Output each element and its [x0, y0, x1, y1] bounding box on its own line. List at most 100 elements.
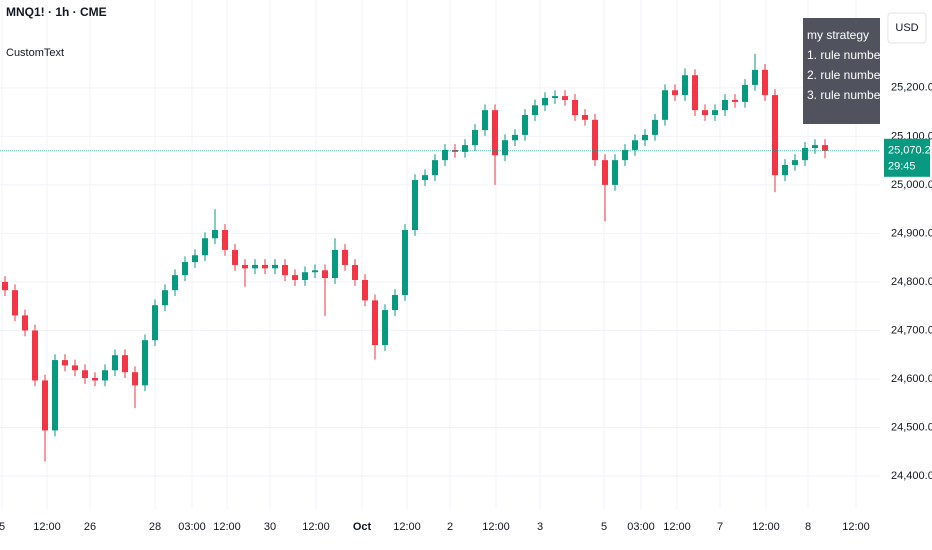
candle-body [392, 295, 398, 311]
chart-title: MNQ1! · 1h · CME [6, 5, 107, 19]
candle-body [502, 140, 508, 156]
candle-body [622, 149, 628, 161]
candle-body [462, 145, 468, 152]
note-line: 3. rule number 3 [807, 88, 895, 102]
y-tick-label: 25,000.00 [891, 179, 932, 191]
candle-body [712, 110, 718, 116]
candle-body [352, 264, 358, 280]
x-tick-label: 2 [447, 521, 453, 533]
x-tick-label: 30 [264, 521, 276, 533]
candle-body [642, 134, 648, 141]
x-tick-label: 5 [0, 521, 5, 533]
x-tick-label: 7 [717, 521, 723, 533]
candle-body [682, 75, 688, 96]
y-tick-label: 24,700.00 [891, 324, 932, 336]
candle-body [102, 370, 108, 381]
candle-body [142, 340, 148, 386]
candle-body [632, 140, 638, 150]
candle-body [532, 105, 538, 116]
candle-body [262, 264, 268, 269]
y-tick-label: 25,200.00 [891, 82, 932, 94]
candle-body [82, 370, 88, 379]
candle-body [232, 249, 238, 265]
candle-body [782, 164, 788, 176]
indicator-label: CustomText [6, 47, 64, 59]
candle-body [202, 238, 208, 256]
x-tick-label: 12:00 [752, 521, 780, 533]
candle-body [442, 149, 448, 161]
y-tick-label: 24,800.00 [891, 276, 932, 288]
candle-body [302, 272, 308, 280]
x-tick-label: 12:00 [393, 521, 421, 533]
x-tick-label: 8 [805, 521, 811, 533]
candle-body [162, 290, 168, 306]
price-tag-label: 25,070.25 [888, 145, 932, 157]
candle-body [552, 96, 558, 99]
candle-body [322, 270, 328, 279]
candle-body [762, 69, 768, 96]
candle-body [432, 160, 438, 176]
candle-body [282, 264, 288, 276]
candle-body [482, 110, 488, 131]
candle-body [542, 98, 548, 106]
candle-body [222, 230, 228, 250]
x-tick-label: 3 [537, 521, 543, 533]
candle-body [612, 160, 618, 185]
y-tick-label: 24,600.00 [891, 373, 932, 385]
candle-body [492, 110, 498, 156]
candle-body [12, 290, 18, 316]
x-tick-label: 28 [149, 521, 161, 533]
candle-body [382, 310, 388, 346]
candle-body [342, 249, 348, 265]
candle-body [582, 115, 588, 120]
note-line: 2. rule number 2 [807, 68, 895, 82]
x-tick-label: 03:00 [178, 521, 206, 533]
candle-body [212, 230, 218, 239]
candle-body [812, 145, 818, 149]
candle-body [452, 149, 458, 152]
x-tick-label: 12:00 [302, 521, 330, 533]
candle-body [292, 275, 298, 280]
x-tick-label: 03:00 [627, 521, 655, 533]
x-tick-label: 12:00 [213, 521, 241, 533]
y-tick-label: 24,900.00 [891, 227, 932, 239]
x-tick-label: 5 [601, 521, 607, 533]
candle-body [512, 134, 518, 141]
candle-body [592, 119, 598, 161]
candle-body [692, 75, 698, 111]
candle-body [172, 275, 178, 291]
candle-body [72, 365, 78, 371]
candle-body [112, 355, 118, 371]
candle-body [412, 180, 418, 231]
candle-body [92, 378, 98, 381]
candle-body [602, 160, 608, 185]
candle-body [802, 148, 808, 161]
candle-body [522, 115, 528, 135]
candle-body [742, 84, 748, 102]
candle-body [332, 249, 338, 279]
y-tick-label: 24,500.00 [891, 421, 932, 433]
candle-body [472, 130, 478, 146]
candle-body [42, 380, 48, 431]
candle-body [242, 264, 248, 269]
countdown-label: 29:45 [888, 161, 916, 173]
x-tick-label: 12:00 [663, 521, 691, 533]
candle-body [362, 279, 368, 301]
y-tick-label: 24,400.00 [891, 470, 932, 482]
x-tick-label: 26 [84, 521, 96, 533]
candle-body [52, 360, 58, 431]
candle-body [122, 355, 128, 373]
candle-body [652, 119, 658, 135]
note-line: my strategy [807, 28, 869, 42]
candle-body [702, 110, 708, 116]
candle-body [672, 90, 678, 96]
currency-label[interactable]: USD [895, 22, 918, 34]
currency-button[interactable] [887, 12, 927, 44]
note-box [803, 18, 880, 124]
candle-body [562, 96, 568, 100]
candle-body [192, 255, 198, 263]
candle-body [2, 281, 8, 291]
candle-body [722, 99, 728, 111]
